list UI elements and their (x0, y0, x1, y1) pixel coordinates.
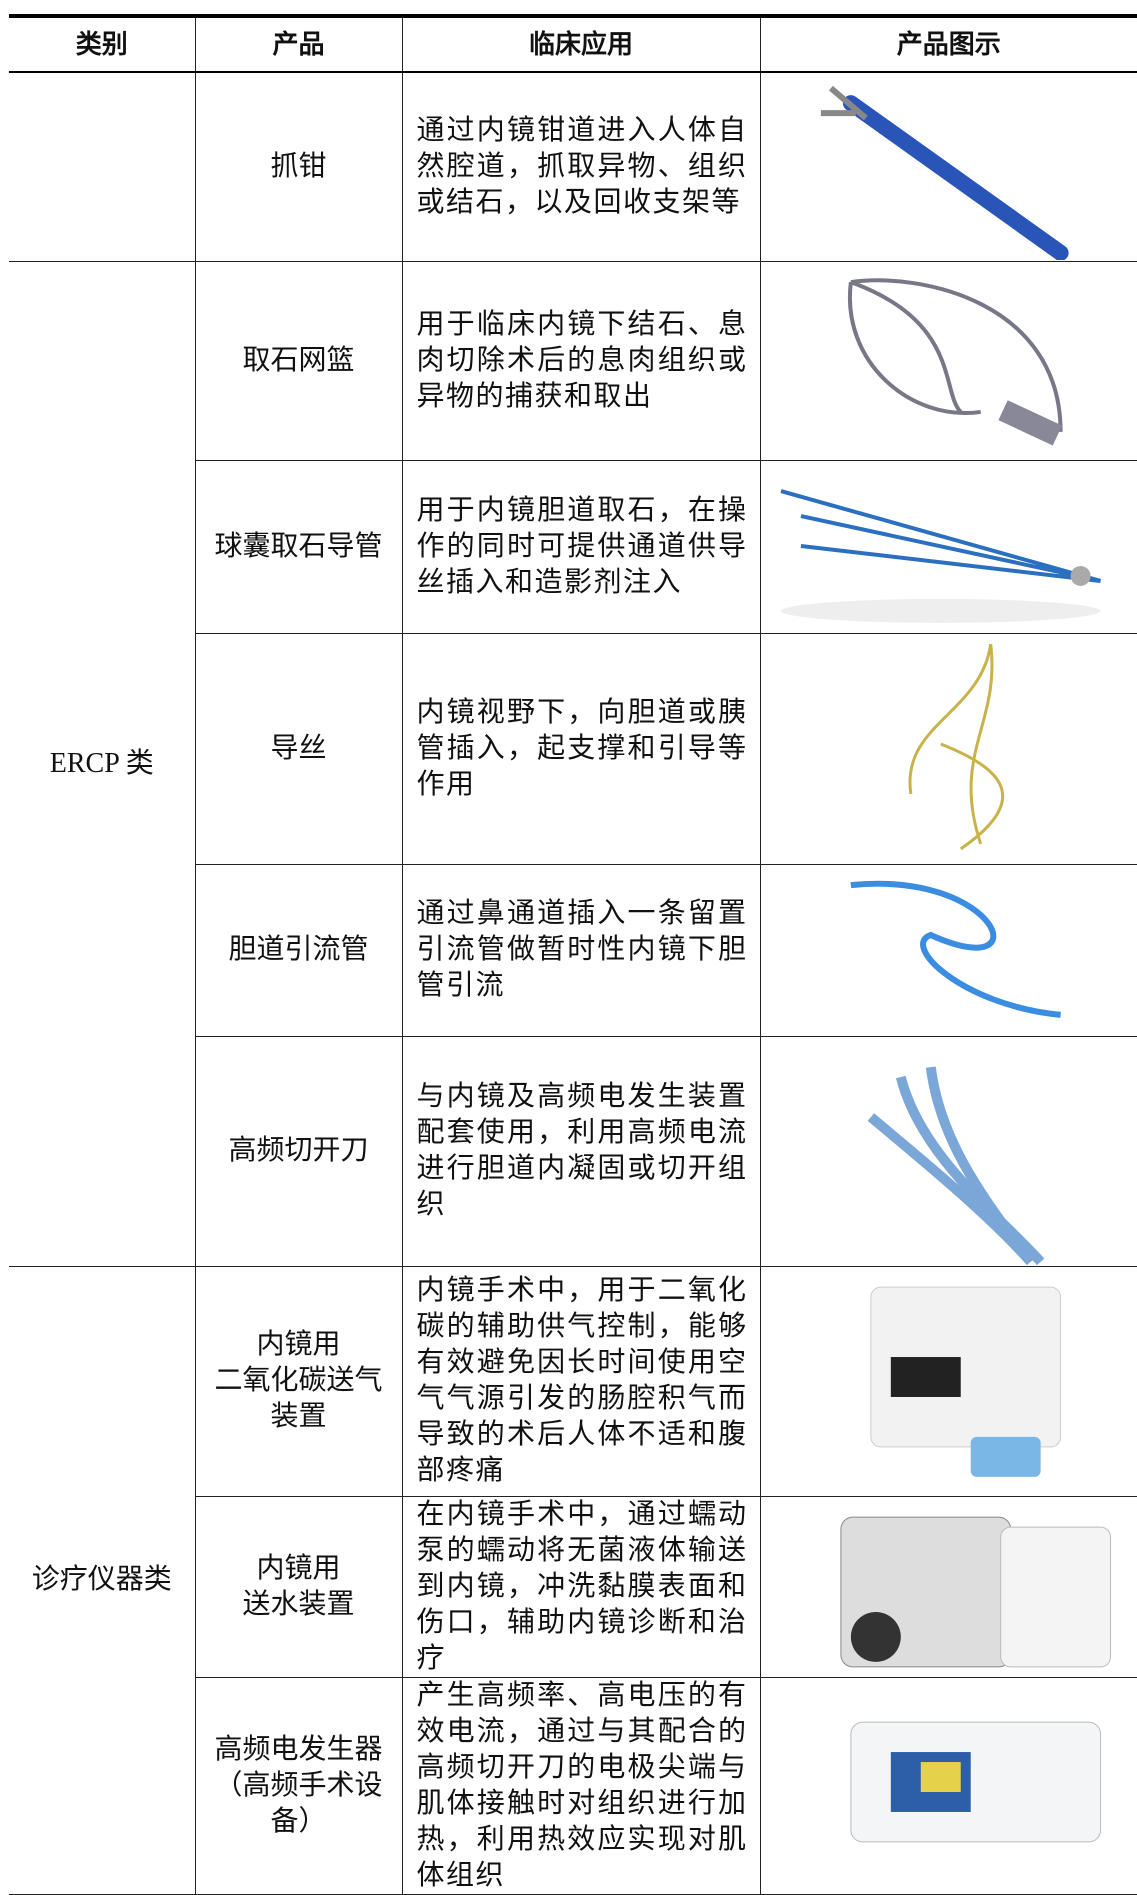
application-cell: 通过内镜钳道进入人体自然腔道，抓取异物、组织或结石，以及回收支架等 (402, 72, 760, 261)
product-image (761, 1682, 1137, 1890)
header-cell: 类别 (9, 16, 195, 72)
page: 类别产品临床应用产品图示 抓钳通过内镜钳道进入人体自然腔道，抓取异物、组织或结石… (0, 0, 1137, 1854)
product-cell: 高频切开刀 (195, 1036, 402, 1266)
image-cell (760, 1496, 1137, 1677)
image-cell (760, 1036, 1137, 1266)
table-row: ERCP 类取石网篮用于临床内镜下结石、息肉切除术后的息肉组织或异物的捕获和取出 (9, 261, 1137, 460)
product-cell: 抓钳 (195, 72, 402, 261)
header-row: 类别产品临床应用产品图示 (9, 16, 1137, 72)
image-cell (760, 633, 1137, 864)
product-image (761, 1037, 1137, 1265)
application-cell: 内镜手术中，用于二氧化碳的辅助供气控制，能够有效避免因长时间使用空气气源引发的肠… (402, 1266, 760, 1496)
product-cell: 导丝 (195, 633, 402, 864)
product-cell: 胆道引流管 (195, 864, 402, 1036)
application-cell: 用于内镜胆道取石，在操作的同时可提供通道供导丝插入和造影剂注入 (402, 460, 760, 633)
product-cell: 内镜用 二氧化碳送气 装置 (195, 1266, 402, 1496)
table-row: 诊疗仪器类内镜用 二氧化碳送气 装置内镜手术中，用于二氧化碳的辅助供气控制，能够… (9, 1266, 1137, 1496)
table-row: 抓钳通过内镜钳道进入人体自然腔道，抓取异物、组织或结石，以及回收支架等 (9, 72, 1137, 261)
application-cell: 内镜视野下，向胆道或胰管插入，起支撑和引导等作用 (402, 633, 760, 864)
header-cell: 产品 (195, 16, 402, 72)
image-cell (760, 1677, 1137, 1894)
product-image (761, 1497, 1137, 1676)
product-image (761, 1267, 1137, 1495)
category-cell (9, 72, 195, 261)
application-cell: 与内镜及高频电发生装置配套使用，利用高频电流进行胆道内凝固或切开组织 (402, 1036, 760, 1266)
image-cell (760, 1266, 1137, 1496)
product-table: 类别产品临床应用产品图示 抓钳通过内镜钳道进入人体自然腔道，抓取异物、组织或结石… (9, 14, 1137, 1895)
application-cell: 通过鼻通道插入一条留置引流管做暂时性内镜下胆管引流 (402, 864, 760, 1036)
image-cell (760, 261, 1137, 460)
product-cell: 球囊取石导管 (195, 460, 402, 633)
application-cell: 在内镜手术中，通过蠕动泵的蠕动将无菌液体输送到内镜，冲洗黏膜表面和伤口，辅助内镜… (402, 1496, 760, 1677)
image-cell (760, 460, 1137, 633)
header-cell: 产品图示 (760, 16, 1137, 72)
product-image (761, 262, 1137, 459)
product-image (761, 73, 1137, 260)
product-cell: 取石网篮 (195, 261, 402, 460)
product-cell: 高频电发生器 （高频手术设 备） (195, 1677, 402, 1894)
image-cell (760, 72, 1137, 261)
product-image (761, 461, 1137, 632)
product-image (761, 634, 1137, 863)
category-cell: 诊疗仪器类 (9, 1266, 195, 1894)
image-cell (760, 864, 1137, 1036)
product-cell: 内镜用 送水装置 (195, 1496, 402, 1677)
application-cell: 产生高频率、高电压的有效电流，通过与其配合的高频切开刀的电极尖端与肌体接触时对组… (402, 1677, 760, 1894)
category-cell: ERCP 类 (9, 261, 195, 1266)
header-cell: 临床应用 (402, 16, 760, 72)
product-image (761, 865, 1137, 1035)
application-cell: 用于临床内镜下结石、息肉切除术后的息肉组织或异物的捕获和取出 (402, 261, 760, 460)
